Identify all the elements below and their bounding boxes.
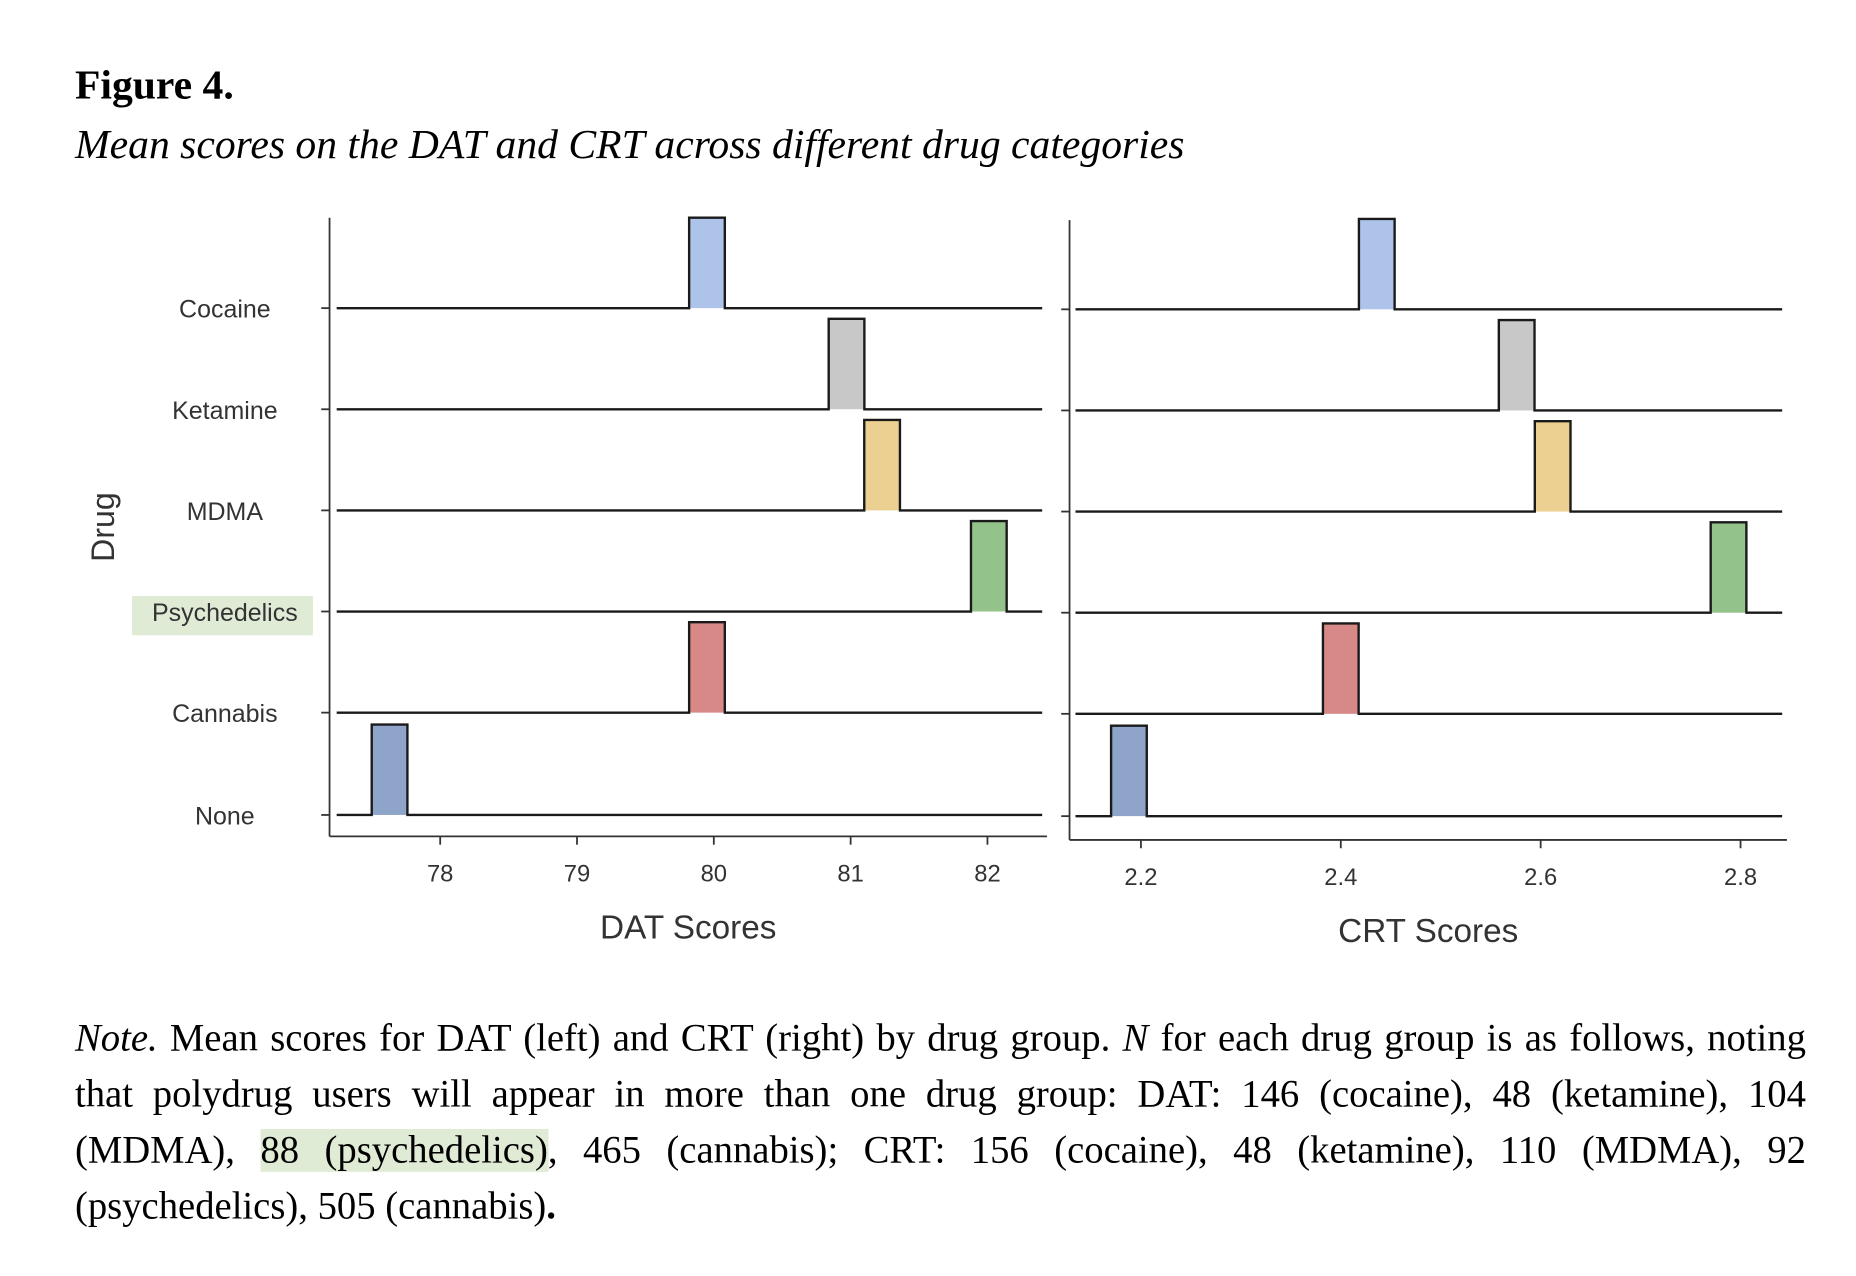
ridge-line-ketamine — [336, 317, 1043, 411]
bar-cocaine — [689, 217, 725, 309]
bar-cannabis — [1322, 623, 1359, 714]
ridge-line-cocaine — [336, 216, 1043, 310]
y-tick-label-psychedelics: Psychedelics — [152, 599, 298, 627]
ridge-line-mdma — [336, 418, 1043, 512]
ridge-line-ketamine — [1075, 318, 1783, 412]
bar-psychedelics — [970, 521, 1007, 612]
x-tick-label: 2.4 — [1324, 864, 1357, 891]
bar-ketamine — [1498, 320, 1535, 411]
bar-cannabis — [689, 622, 725, 713]
category-highlight — [132, 596, 313, 636]
x-tick-label: 79 — [564, 861, 590, 888]
y-tick-label-cocaine: Cocaine — [179, 296, 271, 324]
x-tick-label: 78 — [427, 861, 453, 888]
note-text: Mean scores for DAT (left) and CRT (righ… — [157, 1017, 1123, 1061]
bar-none — [371, 724, 408, 815]
figure-note: Note. Mean scores for DAT (left) and CRT… — [75, 1011, 1806, 1235]
bar-psychedelics — [1710, 522, 1747, 613]
x-tick-label: 80 — [701, 861, 727, 888]
x-axis-label: DAT Scores — [600, 910, 776, 947]
bar-ketamine — [828, 318, 865, 410]
note-highlight: 88 (psychedelics) — [260, 1129, 548, 1172]
ridge-line-cocaine — [1075, 217, 1783, 311]
x-tick-label: 2.8 — [1724, 864, 1757, 891]
x-tick-label: 2.6 — [1524, 864, 1557, 891]
x-tick-label: 2.2 — [1124, 864, 1157, 891]
bar-cocaine — [1358, 218, 1395, 310]
chart: Drug 78 79 80 81 82 DAT Scores Cocaine Ketamine… — [85, 216, 1787, 950]
ridge-line-psychedelics — [1075, 521, 1783, 614]
y-tick-label-cannabis: Cannabis — [172, 700, 278, 728]
ridge-line-none — [336, 723, 1043, 817]
y-tick-label-ketamine: Ketamine — [172, 397, 277, 425]
note-end: . — [546, 1184, 556, 1228]
y-tick-label-mdma: MDMA — [187, 498, 264, 526]
figure-title: Mean scores on the DAT and CRT across di… — [74, 121, 1185, 168]
note-text: for each drug group is as follows, notin… — [74, 1017, 1806, 1172]
ridge-line-none — [1075, 724, 1783, 818]
y-tick-label-none: None — [195, 802, 255, 830]
ridge-line-cannabis — [1075, 622, 1783, 716]
note-text: , 465 (cannabis); CRT: 156 (cocaine), 48… — [74, 1129, 1806, 1228]
bar-mdma — [864, 419, 900, 511]
x-axis-label: CRT Scores — [1338, 913, 1518, 950]
ridge-line-mdma — [1075, 419, 1783, 513]
x-tick-label: 82 — [974, 861, 1000, 888]
bar-none — [1111, 725, 1147, 817]
note-n: N — [1122, 1017, 1149, 1061]
bar-mdma — [1534, 421, 1571, 512]
note-lead: Note. — [74, 1017, 158, 1061]
figure-label: Figure 4. — [74, 61, 234, 109]
y-axis-label: Drug — [85, 492, 121, 562]
ridge-line-psychedelics — [336, 519, 1043, 613]
x-tick-label: 81 — [837, 861, 863, 888]
ridge-line-cannabis — [336, 621, 1043, 714]
